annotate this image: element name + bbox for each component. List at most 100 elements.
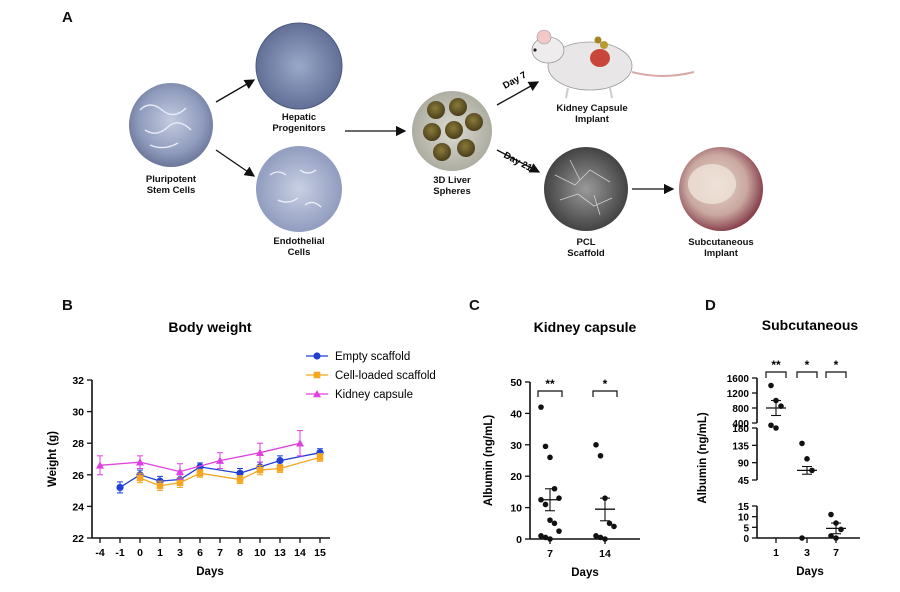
y-tick-label: 5 bbox=[743, 523, 749, 534]
x-tick-label: 13 bbox=[274, 547, 286, 559]
data-point bbox=[256, 466, 264, 474]
x-tick-label: 14 bbox=[294, 547, 306, 559]
y-tick-label: 50 bbox=[510, 377, 522, 389]
data-point bbox=[593, 533, 599, 539]
hepatic-progenitors-image bbox=[255, 22, 343, 110]
data-point bbox=[316, 454, 324, 461]
y-tick-label: 26 bbox=[72, 470, 84, 482]
x-tick-label: 6 bbox=[197, 547, 203, 559]
x-tick-label: -1 bbox=[115, 547, 124, 559]
x-tick-label: 3 bbox=[177, 547, 183, 559]
significance-bracket bbox=[796, 371, 818, 378]
mouse-illustration bbox=[531, 29, 695, 99]
data-point bbox=[547, 517, 553, 523]
y-tick-label: 20 bbox=[510, 471, 522, 483]
x-axis-label: Days bbox=[796, 566, 824, 578]
y-tick-label: 10 bbox=[510, 503, 522, 515]
data-point bbox=[236, 476, 244, 483]
x-axis-label: Days bbox=[571, 567, 599, 579]
y-tick-label: 400 bbox=[732, 419, 749, 430]
caption-subcutaneous: Subcutaneous Implant bbox=[688, 237, 754, 259]
liver-spheres-image bbox=[412, 91, 492, 171]
y-tick-label: 10 bbox=[738, 513, 750, 524]
arrow-to-hepatic bbox=[215, 79, 256, 103]
data-point bbox=[828, 511, 834, 518]
caption-spheres: 3D Liver Spheres bbox=[433, 175, 471, 197]
caption-endothelial: Endothelial Cells bbox=[273, 236, 325, 258]
y-tick-label: 28 bbox=[72, 438, 84, 450]
caption-pluripotent: Pluripotent Stem Cells bbox=[145, 174, 197, 196]
data-point bbox=[156, 482, 164, 490]
data-point bbox=[196, 469, 204, 477]
data-point bbox=[116, 483, 124, 492]
legend-label: Kidney capsule bbox=[335, 389, 413, 401]
legend-marker bbox=[313, 390, 321, 398]
y-tick-label: 0 bbox=[743, 534, 749, 545]
x-tick-label: 14 bbox=[599, 548, 611, 560]
significance-label: ** bbox=[771, 358, 781, 372]
significance-bracket bbox=[765, 371, 787, 378]
arrow-to-kidney bbox=[496, 81, 540, 106]
series-line-2 bbox=[99, 442, 301, 473]
significance-bracket bbox=[592, 390, 618, 397]
data-point bbox=[799, 535, 805, 541]
data-point bbox=[538, 404, 544, 410]
y-tick-label: 30 bbox=[510, 440, 522, 452]
y-axis-label: Albumin (ng/mL) bbox=[483, 415, 495, 507]
data-point bbox=[597, 534, 604, 541]
x-tick-label: 3 bbox=[804, 547, 810, 559]
caption-pcl: PCL Scaffold bbox=[567, 237, 605, 259]
data-point bbox=[833, 535, 839, 541]
y-tick-label: 30 bbox=[72, 407, 84, 419]
data-point bbox=[597, 452, 604, 459]
significance-label: * bbox=[805, 358, 810, 372]
caption-kidney-implant: Kidney Capsule Implant bbox=[556, 103, 628, 125]
y-tick-label: 180 bbox=[732, 424, 749, 435]
panel-letter-c: C bbox=[469, 297, 480, 314]
significance-label: ** bbox=[545, 377, 555, 391]
data-point bbox=[773, 425, 779, 431]
x-tick-label: 8 bbox=[237, 547, 243, 559]
day21-label: Day 21 bbox=[502, 150, 535, 174]
y-tick-label: 45 bbox=[738, 476, 750, 487]
data-point bbox=[276, 456, 284, 465]
y-tick-label: 24 bbox=[72, 501, 84, 513]
y-tick-label: 40 bbox=[510, 408, 522, 420]
y-tick-label: 1200 bbox=[727, 389, 750, 400]
series-line-1 bbox=[139, 456, 321, 487]
pcl-scaffold-image bbox=[544, 147, 628, 231]
x-axis-label: Days bbox=[196, 566, 224, 578]
arrow-to-endothelial bbox=[215, 149, 256, 177]
subcutaneous-image bbox=[679, 147, 763, 231]
data-point bbox=[296, 439, 304, 447]
data-point bbox=[804, 456, 810, 462]
data-point bbox=[828, 533, 834, 539]
data-point bbox=[542, 501, 549, 508]
x-tick-label: 7 bbox=[547, 548, 553, 560]
x-tick-label: 1 bbox=[157, 547, 163, 559]
caption-hepatic: Hepatic Progenitors bbox=[272, 112, 326, 134]
data-point bbox=[768, 382, 774, 389]
y-axis-label: Albumin (ng/mL) bbox=[697, 412, 709, 504]
data-point bbox=[593, 442, 599, 448]
data-point bbox=[176, 479, 184, 486]
data-point bbox=[216, 456, 224, 464]
x-tick-label: 7 bbox=[217, 547, 223, 559]
y-tick-label: 32 bbox=[72, 375, 84, 387]
legend-marker bbox=[313, 352, 321, 360]
chart-title: Body weight bbox=[168, 319, 252, 335]
data-point bbox=[136, 458, 144, 466]
x-tick-label: 7 bbox=[833, 547, 839, 559]
chart-title: Subcutaneous bbox=[762, 317, 859, 333]
data-point bbox=[136, 474, 144, 482]
panel-letter-d: D bbox=[705, 297, 716, 314]
x-tick-label: 10 bbox=[254, 547, 266, 559]
data-point bbox=[547, 536, 553, 542]
significance-label: * bbox=[834, 358, 839, 372]
day7-label: Day 7 bbox=[501, 70, 529, 92]
schematic-diagram: Day 7 Day 21 bbox=[129, 22, 763, 232]
data-point bbox=[547, 454, 553, 461]
kidney-capsule-chart: Kidney capsule 0 10 20 30 40 50 Days Albumin (ng… bbox=[483, 319, 640, 579]
data-point bbox=[602, 536, 608, 542]
